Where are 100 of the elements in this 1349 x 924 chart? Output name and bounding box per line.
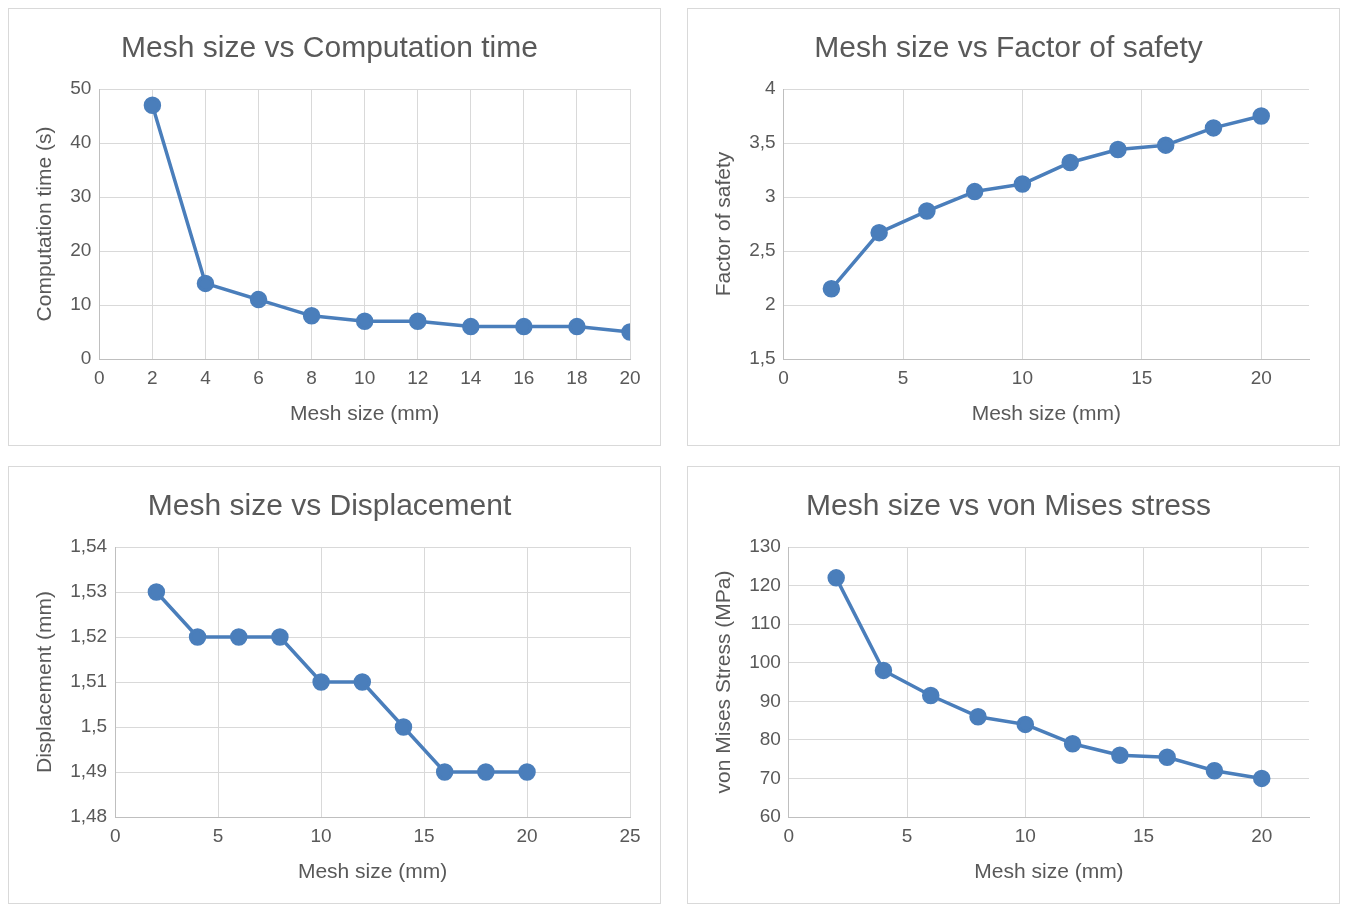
y-tick-label: 1,49 (70, 760, 108, 782)
point (312, 673, 330, 691)
y-tick-label: 30 (70, 185, 92, 207)
x-tick-label: 5 (897, 366, 909, 388)
point (1111, 746, 1129, 765)
x-tick-label: 12 (407, 366, 429, 388)
point (822, 280, 841, 298)
x-axis-title: Mesh size (mm) (974, 859, 1124, 883)
point (477, 763, 495, 781)
y-tick-label: 40 (70, 131, 92, 153)
y-axis-title: Factor of safety (711, 151, 735, 297)
y-tick-label: 3 (765, 185, 776, 207)
x-tick-label: 16 (513, 366, 535, 388)
point (918, 202, 936, 220)
chart-title: Mesh size vs Factor of safety (814, 30, 1203, 64)
y-tick-label: 0 (80, 347, 92, 369)
point (394, 718, 413, 736)
point (1013, 175, 1032, 193)
y-tick-label: 1,51 (70, 670, 108, 692)
chart-title: Mesh size vs Displacement (147, 488, 512, 522)
point (1158, 748, 1176, 766)
point (1252, 769, 1271, 788)
y-tick-label: 1,52 (70, 625, 108, 647)
x-tick-label: 18 (566, 366, 588, 388)
y-tick-label: 90 (759, 689, 781, 711)
point (147, 583, 166, 601)
x-tick-label: 25 (619, 824, 641, 846)
point (196, 274, 215, 293)
point (1109, 140, 1127, 159)
y-tick-label: 4 (765, 77, 777, 99)
y-tick-label: 1,54 (70, 535, 108, 557)
point (1063, 734, 1082, 753)
x-tick-label: 15 (1132, 824, 1155, 846)
y-tick-label: 120 (749, 573, 781, 595)
point (969, 707, 987, 726)
x-tick-label: 5 (212, 824, 224, 846)
x-tick-label: 6 (253, 366, 264, 388)
x-tick-label: 0 (783, 824, 795, 846)
x-tick-label: 4 (200, 366, 212, 388)
point (518, 763, 536, 781)
point (1016, 715, 1035, 734)
chart-title: Mesh size vs von Mises stress (805, 488, 1212, 522)
x-tick-label: 5 (901, 824, 913, 846)
point (229, 628, 248, 646)
x-axis-title: Mesh size (mm) (971, 401, 1121, 425)
y-tick-label: 130 (749, 535, 781, 557)
y-tick-label: 10 (70, 293, 92, 315)
y-tick-label: 70 (759, 766, 781, 788)
y-tick-label: 20 (70, 239, 92, 261)
x-tick-label: 10 (1011, 366, 1033, 388)
chart-title: Mesh size vs Computation time (121, 30, 538, 64)
x-tick-label: 15 (413, 824, 435, 846)
y-tick-label: 100 (749, 650, 781, 672)
y-tick-label: 50 (70, 77, 92, 99)
point (271, 628, 289, 646)
x-tick-label: 20 (1250, 366, 1272, 388)
point (965, 182, 984, 201)
point (435, 763, 454, 781)
y-tick-label: 1,5 (80, 715, 108, 737)
point (1252, 107, 1270, 125)
x-axis-title: Mesh size (mm) (297, 859, 448, 883)
y-tick-label: 2 (765, 293, 776, 315)
point (1205, 761, 1224, 780)
y-tick-label: 1,53 (70, 580, 108, 602)
y-tick-label: 3,5 (749, 131, 776, 153)
x-tick-label: 15 (1131, 366, 1153, 388)
point (1156, 136, 1175, 154)
y-tick-label: 80 (759, 728, 781, 750)
x-tick-label: 20 (619, 366, 641, 388)
point (870, 223, 888, 242)
point (1061, 153, 1079, 172)
x-tick-label: 14 (460, 366, 482, 388)
y-axis-title: Displacement (mm) (32, 590, 56, 774)
point (249, 290, 268, 309)
point (302, 307, 321, 325)
x-axis-title: Mesh size (mm) (290, 401, 440, 425)
point (353, 673, 372, 691)
x-tick-label: 10 (310, 824, 332, 846)
y-axis-title: Computation time (s) (32, 126, 56, 322)
y-tick-label: 1,48 (70, 805, 108, 827)
point (188, 628, 207, 646)
x-tick-label: 20 (516, 824, 538, 846)
x-tick-label: 2 (147, 366, 158, 388)
point (408, 312, 427, 330)
y-axis-title: von Mises Stress (MPa) (711, 570, 735, 794)
x-tick-label: 8 (306, 366, 317, 388)
x-tick-label: 10 (354, 366, 376, 388)
point (827, 569, 845, 587)
point (874, 661, 893, 680)
point (355, 312, 374, 330)
point (515, 317, 533, 336)
x-tick-label: 10 (1014, 824, 1036, 846)
point (922, 686, 940, 705)
point (1204, 119, 1223, 137)
y-tick-label: 60 (759, 805, 781, 827)
point (143, 96, 162, 114)
point (568, 317, 586, 336)
y-tick-label: 110 (750, 612, 781, 634)
x-tick-label: 20 (1251, 824, 1273, 846)
y-tick-label: 1,5 (749, 347, 776, 369)
